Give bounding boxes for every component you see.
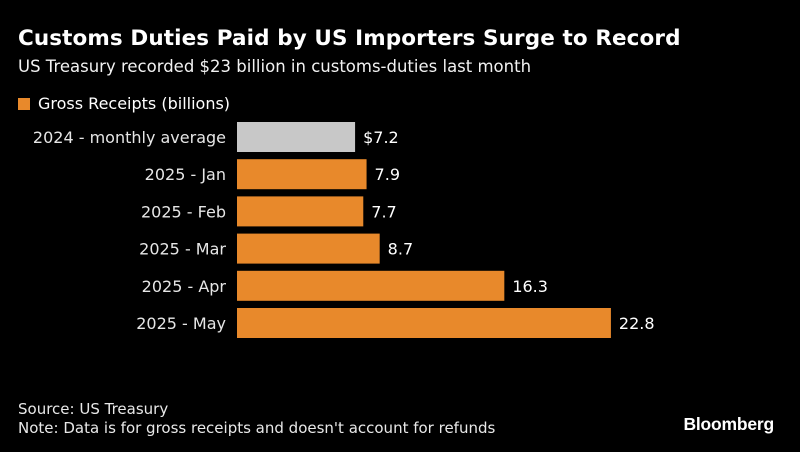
chart-footer: Source: US Treasury Note: Data is for gr… xyxy=(18,400,495,438)
data-note: Note: Data is for gross receipts and doe… xyxy=(18,419,496,437)
value-label: 7.9 xyxy=(375,165,400,184)
value-label: 16.3 xyxy=(512,277,548,296)
category-label: 2024 - monthly average xyxy=(33,128,226,147)
category-label: 2025 - Apr xyxy=(142,277,227,296)
bar xyxy=(237,233,380,264)
value-label: 22.8 xyxy=(619,314,655,333)
category-label: 2025 - May xyxy=(136,314,226,333)
chart-legend: Gross Receipts (billions) xyxy=(18,94,230,113)
value-label: 7.7 xyxy=(371,202,396,221)
legend-label: Gross Receipts (billions) xyxy=(38,94,231,113)
chart-subtitle: US Treasury recorded $23 billion in cust… xyxy=(18,57,532,76)
chart-title: Customs Duties Paid by US Importers Surg… xyxy=(18,26,681,51)
bar xyxy=(237,196,364,227)
value-label: 8.7 xyxy=(388,240,413,259)
category-label: 2025 - Feb xyxy=(141,202,226,221)
bar xyxy=(237,270,505,301)
legend-swatch xyxy=(18,97,30,110)
value-label: $7.2 xyxy=(363,128,399,147)
category-label: 2025 - Mar xyxy=(139,240,226,259)
source-note: Source: US Treasury xyxy=(18,400,169,418)
category-label: 2025 - Jan xyxy=(145,165,226,184)
bar xyxy=(237,122,356,152)
bar xyxy=(237,159,367,190)
bar xyxy=(237,308,611,338)
bloomberg-logo: Bloomberg xyxy=(683,414,774,434)
